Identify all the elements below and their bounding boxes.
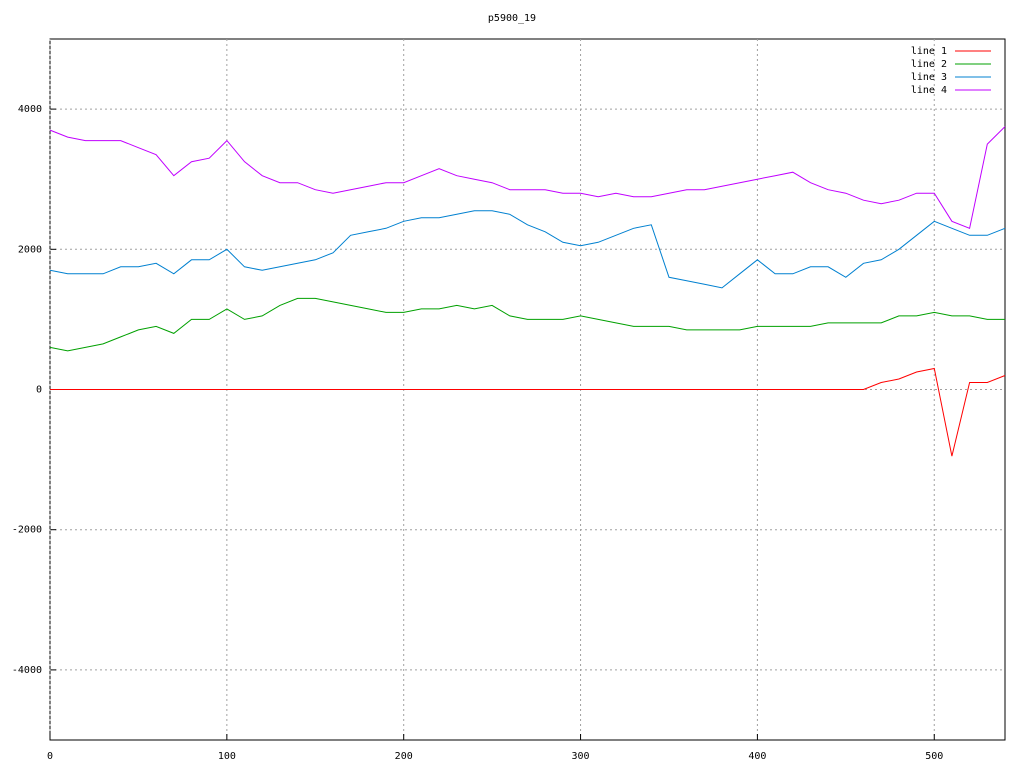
y-tick-label: 4000	[18, 104, 42, 115]
y-tick-label: -4000	[12, 665, 42, 676]
y-tick-label: 2000	[18, 244, 42, 255]
y-tick-label: -2000	[12, 525, 42, 536]
y-tick-label: 0	[36, 385, 42, 396]
legend-label: line 4	[911, 85, 947, 96]
data-line	[49, 126, 1006, 229]
x-tick-label: 400	[748, 751, 766, 762]
x-tick-label: 500	[925, 751, 943, 762]
legend-label: line 1	[911, 46, 947, 57]
chart-title: p5900_19	[488, 13, 536, 24]
data-line	[49, 210, 1006, 289]
legend-label: line 3	[911, 72, 947, 83]
x-tick-label: 100	[218, 751, 236, 762]
x-tick-label: 0	[47, 751, 53, 762]
legend-label: line 2	[911, 59, 947, 70]
data-line	[49, 297, 1005, 352]
x-tick-label: 300	[572, 751, 590, 762]
x-tick-label: 200	[395, 751, 413, 762]
data-line	[50, 367, 1006, 457]
